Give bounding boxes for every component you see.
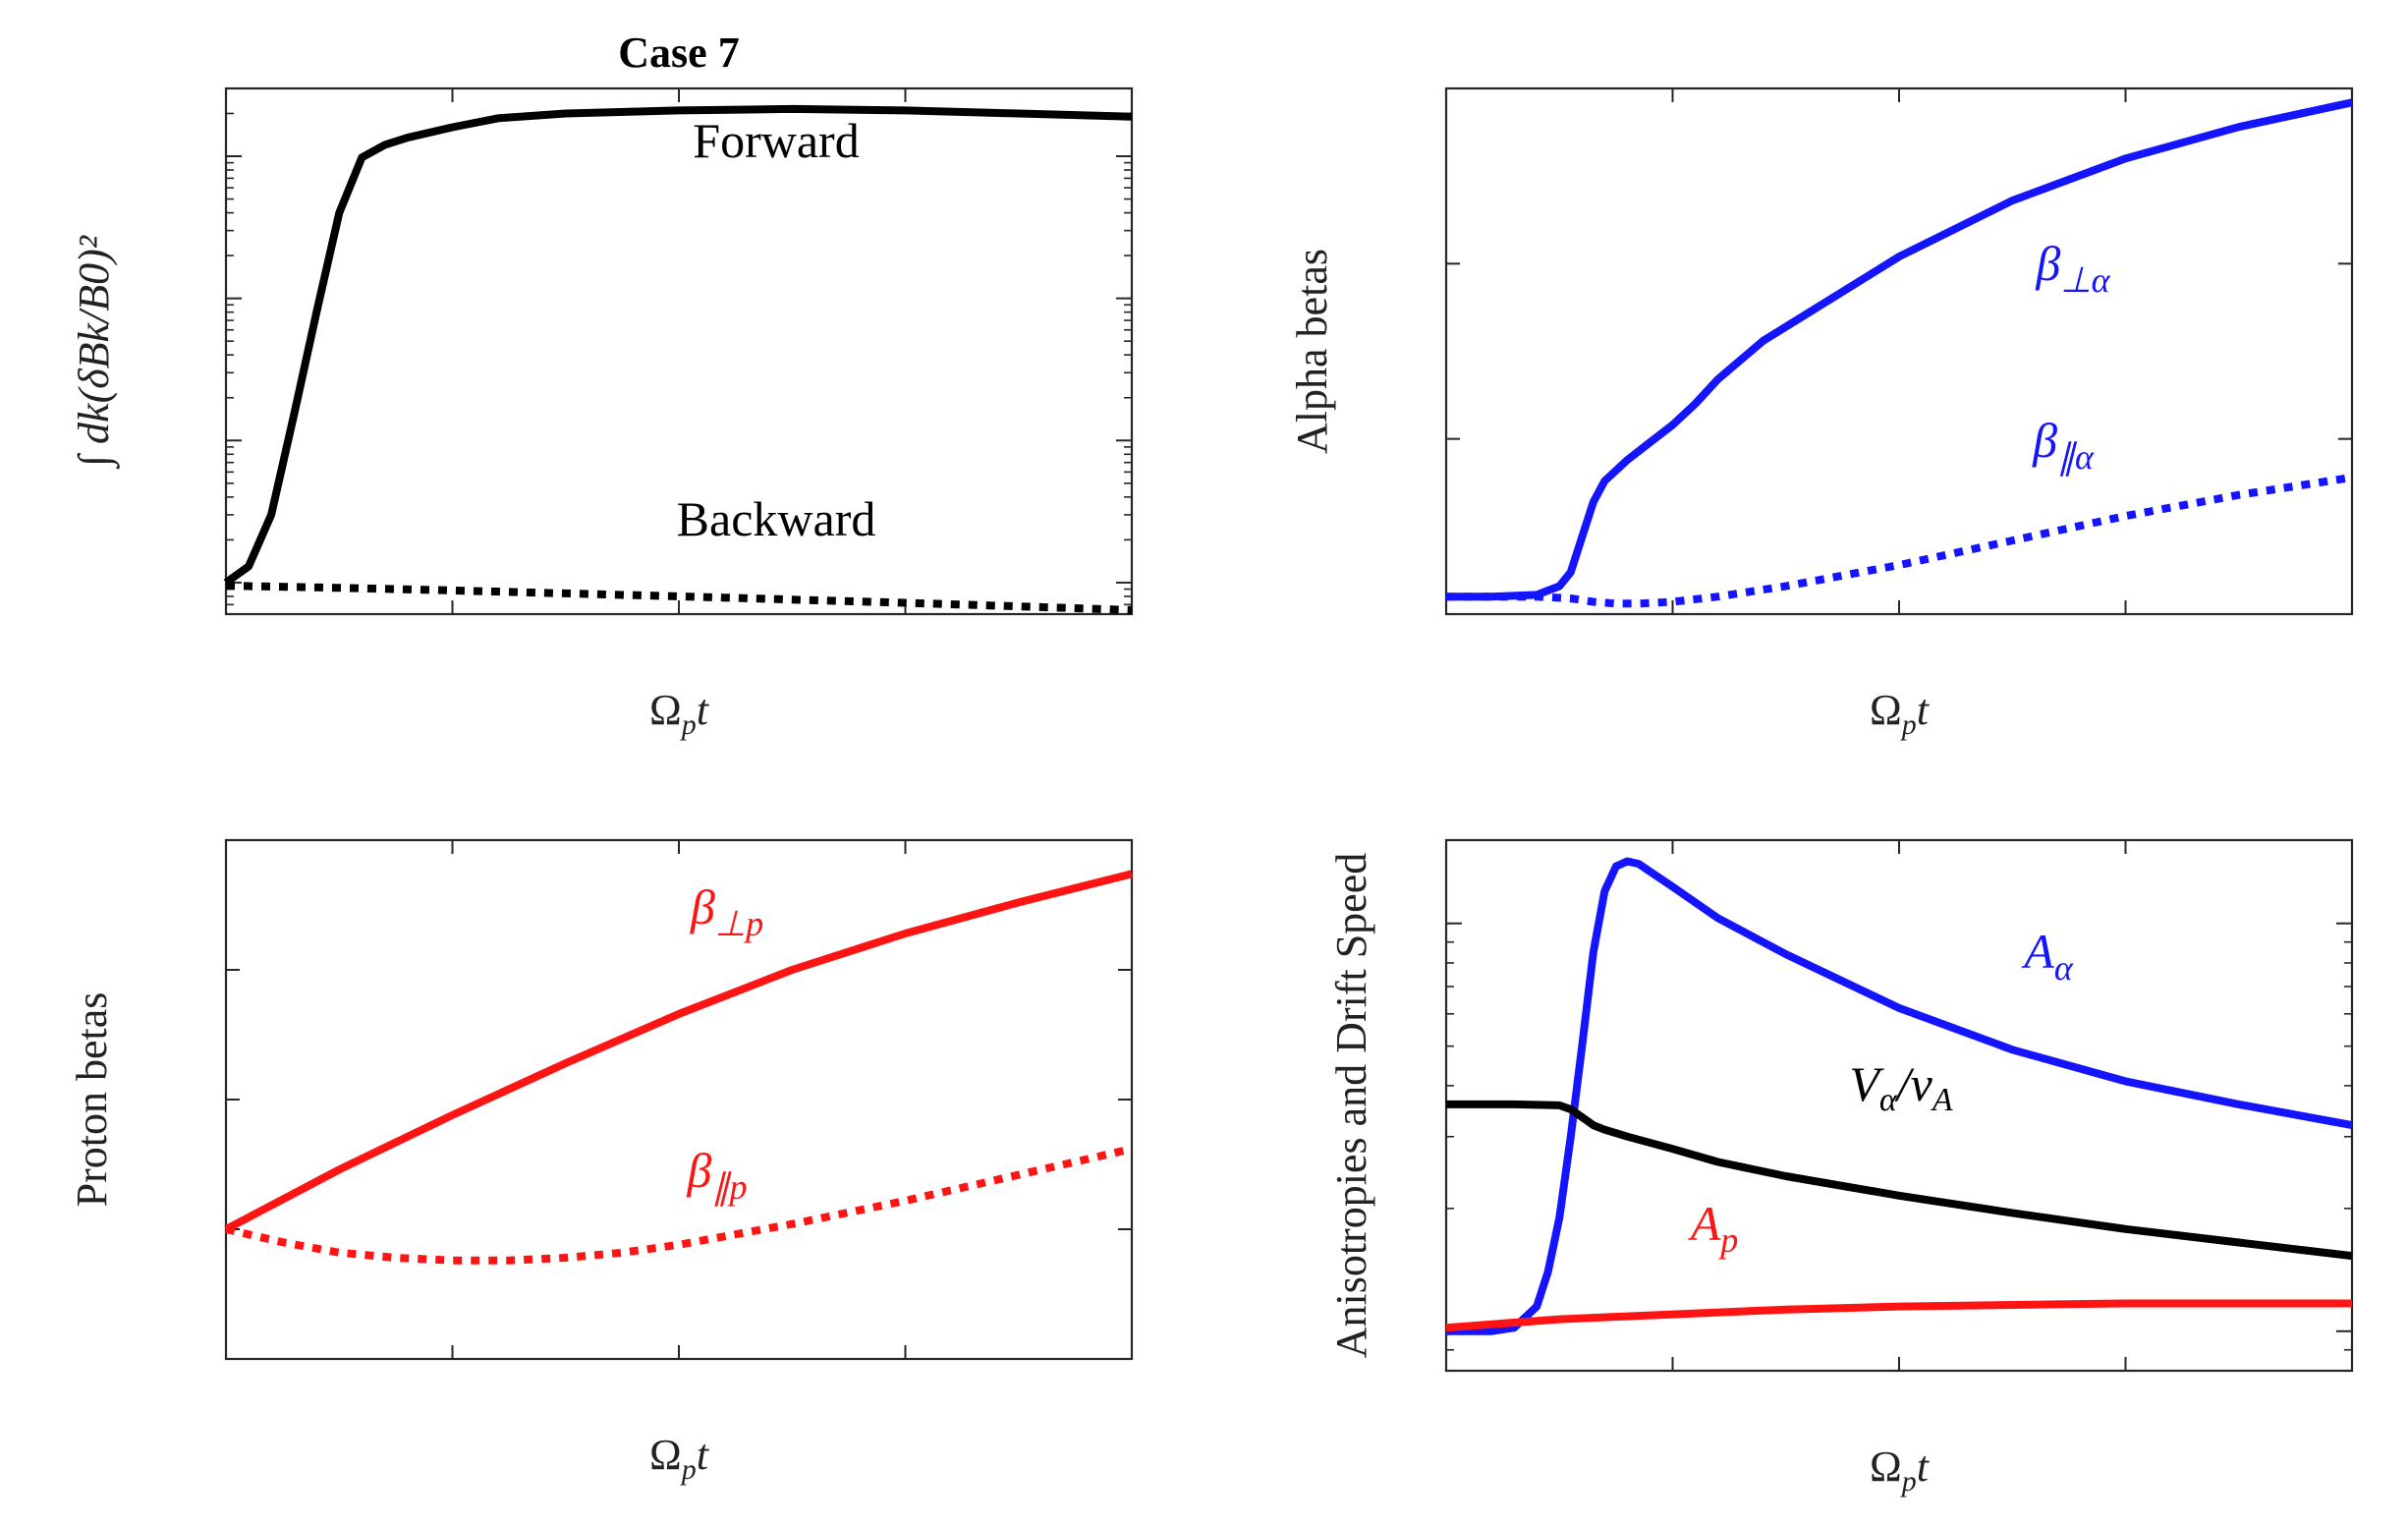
label-part: A [1688, 1196, 1721, 1251]
y-axis-label: Alpha betas [1288, 249, 1336, 454]
y-axis-label: Anisotropies and Drift Speed [1327, 853, 1375, 1358]
y-axis-label: Proton betas [68, 992, 116, 1208]
x-label-omega: Ω [1870, 686, 1902, 734]
x-label-t: t [1917, 686, 1931, 734]
chart-1: Ωpt ∫ dk(δBk/B0)² Case 7 Forward Backward [70, 28, 1134, 741]
series-label-2: Vα/vA [1849, 1056, 1953, 1118]
series-label-3: Ap [1688, 1196, 1739, 1260]
series-line-1 [1446, 857, 2353, 1335]
x-axis-label: Ωpt [649, 1431, 710, 1486]
x-label-t: t [697, 1431, 710, 1479]
label-part: β [687, 1143, 712, 1198]
label-sub: α [1879, 1082, 1898, 1118]
series-label-1: β⊥α [2035, 236, 2110, 300]
series-line-3 [1445, 1299, 2352, 1332]
x-label-sub: p [680, 708, 697, 741]
label-sub: ⊥p [715, 904, 763, 943]
x-axis-label: Ωpt [649, 686, 710, 741]
series-line-1 [224, 870, 1133, 1233]
label-part: β [690, 879, 715, 934]
series-line-1 [223, 104, 1133, 587]
series-label-2: β∥α [2032, 413, 2095, 477]
x-label-sub: p [680, 1453, 697, 1486]
label-sub: ⊥α [2060, 260, 2110, 300]
plot-frame [224, 838, 1134, 1361]
label-sub: A [1931, 1082, 1953, 1118]
x-label-sub: p [1900, 708, 1917, 741]
x-axis-label: Ωpt [1870, 1442, 1931, 1498]
series-line-2 [225, 1145, 1133, 1265]
label-part: β [2035, 236, 2060, 291]
series-label-1: Forward [693, 113, 859, 168]
label-part: A [2021, 924, 2054, 979]
x-axis-label: Ωpt [1870, 686, 1931, 741]
series-line-1 [1446, 98, 2353, 601]
x-label-t: t [1917, 1442, 1931, 1491]
x-label-omega: Ω [649, 686, 682, 734]
x-label-omega: Ω [1870, 1442, 1902, 1491]
chart-title: Case 7 [618, 28, 739, 77]
label-sub: α [2054, 948, 2074, 988]
label-sub: ∥p [711, 1167, 747, 1207]
label-sub: ∥α [2057, 437, 2095, 477]
x-label-omega: Ω [649, 1431, 682, 1479]
label-part: /v [1894, 1056, 1933, 1111]
series-label-1: β⊥p [690, 879, 763, 943]
series-label-1: Aα [2021, 924, 2074, 988]
x-label-sub: p [1900, 1465, 1917, 1498]
label-part: β [2032, 413, 2057, 468]
series-label-2: Backward [677, 491, 876, 546]
series-line-2 [1446, 1100, 2353, 1261]
x-label-t: t [697, 686, 710, 734]
y-axis-label: ∫ dk(δBk/B0)² [70, 235, 120, 470]
series-line-2 [1446, 473, 2353, 608]
series-label-2: β∥p [687, 1143, 748, 1207]
label-sub: p [1717, 1220, 1738, 1260]
label-part: V [1849, 1056, 1884, 1111]
